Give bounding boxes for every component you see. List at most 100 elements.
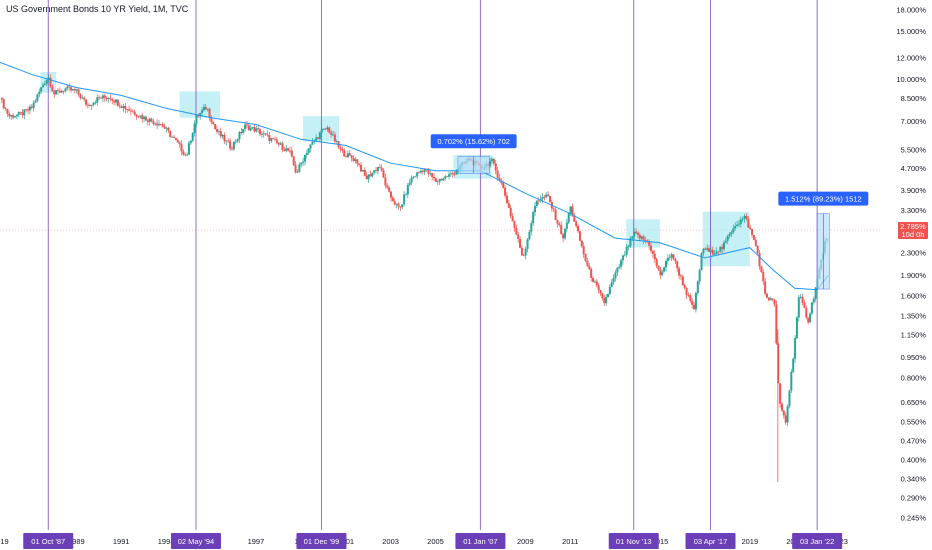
candle: [221, 134, 224, 137]
candle: [152, 121, 155, 124]
candle: [803, 302, 806, 308]
price-tick-label: 1.600%: [901, 292, 927, 301]
candle: [34, 100, 37, 103]
candle: [208, 108, 211, 118]
candle: [577, 225, 580, 232]
highlight-zone[interactable]: [626, 219, 660, 248]
candle: [743, 216, 746, 219]
candle: [571, 206, 574, 216]
candle: [178, 142, 181, 145]
price-axis[interactable]: [880, 0, 932, 550]
candle: [66, 86, 69, 89]
candle: [339, 147, 342, 150]
candle: [376, 166, 379, 171]
candle: [812, 298, 815, 303]
candle: [167, 127, 170, 131]
candle: [442, 178, 445, 181]
candle: [685, 287, 688, 295]
candle: [745, 216, 748, 219]
marker-label-box[interactable]: [792, 533, 843, 549]
price-tick-label: 15.000%: [896, 27, 926, 36]
candle: [358, 163, 361, 165]
candle: [101, 95, 104, 99]
candle: [524, 248, 527, 256]
candle: [762, 271, 765, 282]
candle: [272, 138, 275, 140]
candle: [494, 163, 497, 171]
candle: [71, 89, 74, 91]
candle: [681, 276, 684, 286]
candle: [595, 281, 598, 286]
candle: [285, 148, 288, 151]
candle: [636, 232, 639, 235]
candle: [242, 129, 245, 133]
candle: [562, 234, 565, 239]
candle: [202, 106, 205, 111]
candle: [606, 293, 609, 297]
candle: [726, 235, 729, 241]
candle: [174, 137, 177, 140]
candle: [715, 251, 718, 254]
candle: [640, 236, 643, 239]
candle: [693, 304, 696, 310]
candle: [805, 307, 808, 318]
candle: [511, 215, 514, 222]
marker-label-box[interactable]: [685, 533, 736, 549]
candle: [711, 249, 714, 255]
marker-label-box[interactable]: [608, 533, 659, 549]
candle: [730, 232, 733, 234]
marker-label-box[interactable]: [455, 533, 506, 549]
candle: [751, 229, 754, 236]
candle: [453, 173, 456, 175]
candle: [305, 153, 308, 156]
candle: [752, 235, 755, 240]
candle: [629, 238, 632, 247]
candle: [83, 97, 86, 100]
candle: [401, 204, 404, 208]
candle: [517, 234, 520, 240]
candle: [739, 219, 742, 224]
candle: [689, 295, 692, 301]
candle: [131, 111, 134, 113]
candle: [225, 140, 228, 142]
candle: [62, 90, 65, 92]
candle: [12, 115, 15, 118]
candle: [644, 239, 647, 241]
candle: [68, 86, 71, 88]
candle: [322, 128, 325, 130]
time-tick-label: 2015: [652, 537, 669, 546]
candle: [797, 297, 800, 318]
candle: [55, 90, 58, 95]
candle: [51, 86, 54, 92]
candle: [158, 124, 161, 126]
candle: [433, 177, 436, 179]
candle: [391, 197, 394, 202]
candle: [148, 118, 151, 123]
price-tick-label: 0.290%: [901, 493, 927, 502]
candle: [635, 231, 638, 233]
candle: [621, 255, 624, 261]
candle: [389, 191, 392, 198]
marker-label-box[interactable]: [170, 533, 221, 549]
candle: [683, 285, 686, 288]
candle: [650, 245, 653, 251]
candle: [532, 212, 535, 224]
candle: [146, 120, 149, 123]
candle: [447, 174, 450, 177]
marker-label-box[interactable]: [296, 533, 347, 549]
marker-label-box[interactable]: [23, 533, 74, 549]
candle: [30, 106, 33, 108]
candle: [719, 246, 722, 252]
candle: [504, 187, 507, 196]
candle: [70, 87, 73, 91]
candle: [257, 128, 260, 130]
candle: [13, 116, 16, 118]
candle: [724, 240, 727, 243]
candle: [764, 281, 767, 294]
candle: [492, 158, 495, 164]
candle: [810, 302, 813, 314]
candle: [201, 110, 204, 113]
price-tick-label: 0.950%: [901, 353, 927, 362]
candle: [741, 218, 744, 220]
